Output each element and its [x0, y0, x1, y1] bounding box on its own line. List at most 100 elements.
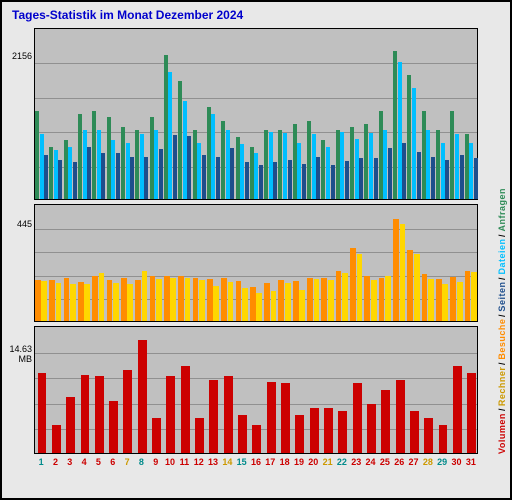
ylabel-top: 2156 — [2, 51, 32, 61]
bar-seiten — [58, 160, 62, 199]
stats-frame: Tages-Statistik im Monat Dezember 2024 2… — [0, 0, 512, 500]
day-label: 23 — [349, 457, 363, 467]
bar-seiten — [44, 155, 48, 199]
bar-volumen — [324, 408, 333, 454]
day-label: 3 — [63, 457, 77, 467]
bar-besuche — [49, 280, 55, 321]
bar-besuche — [393, 219, 399, 321]
bar-besuche — [407, 250, 413, 321]
bar-volumen — [166, 376, 175, 453]
day-label: 27 — [406, 457, 420, 467]
bar-anfragen — [207, 107, 211, 199]
bar-volumen — [66, 397, 75, 453]
bar-dateien — [168, 72, 172, 200]
bar-rechner — [371, 280, 377, 321]
bar-volumen — [439, 425, 448, 453]
chart-title: Tages-Statistik im Monat Dezember 2024 — [12, 8, 243, 22]
bar-dateien — [154, 130, 158, 199]
ylabel-mid: 445 — [2, 219, 32, 229]
bar-anfragen — [450, 111, 454, 199]
bar-anfragen — [92, 111, 96, 199]
bar-seiten — [173, 135, 177, 199]
bar-dateien — [469, 143, 473, 199]
legend-volumen: Volumen — [497, 413, 507, 454]
bar-anfragen — [293, 124, 297, 199]
bar-rechner — [256, 293, 262, 321]
bar-volumen — [181, 366, 190, 454]
bar-anfragen — [321, 140, 325, 199]
bar-rechner — [113, 283, 119, 321]
day-label: 22 — [335, 457, 349, 467]
bar-rechner — [442, 284, 448, 321]
bar-volumen — [310, 408, 319, 454]
bar-rechner — [84, 284, 90, 321]
day-label: 15 — [235, 457, 249, 467]
bar-volumen — [238, 415, 247, 454]
bar-besuche — [307, 278, 313, 321]
panel-bot — [34, 326, 478, 454]
day-label: 25 — [378, 457, 392, 467]
day-label: 21 — [320, 457, 334, 467]
bar-seiten — [374, 158, 378, 199]
ylabel-bot: 14.63 MB — [2, 344, 32, 364]
bar-rechner — [357, 254, 363, 321]
bar-besuche — [178, 276, 184, 321]
bar-volumen — [424, 418, 433, 453]
bar-dateien — [226, 130, 230, 199]
legend-seiten: Seiten — [497, 282, 507, 312]
bar-anfragen — [35, 111, 39, 199]
bar-dateien — [441, 143, 445, 199]
bar-besuche — [250, 287, 256, 321]
legend: Volumen/Rechner/Besuche/Seiten/Dateien/A… — [498, 28, 507, 454]
bar-volumen — [267, 382, 276, 453]
bar-seiten — [245, 162, 249, 199]
bar-dateien — [240, 144, 244, 199]
bar-volumen — [109, 401, 118, 454]
bar-anfragen — [393, 51, 397, 199]
day-label: 2 — [48, 457, 62, 467]
bar-anfragen — [49, 147, 53, 199]
bar-volumen — [195, 418, 204, 453]
bar-anfragen — [278, 130, 282, 199]
bar-dateien — [312, 134, 316, 199]
bar-volumen — [123, 370, 132, 453]
bar-seiten — [216, 157, 220, 199]
bar-besuche — [236, 281, 242, 321]
bar-seiten — [259, 165, 263, 199]
bar-rechner — [242, 288, 248, 321]
bar-dateien — [383, 130, 387, 199]
bar-anfragen — [78, 114, 82, 199]
bar-rechner — [400, 224, 406, 321]
bar-volumen — [467, 373, 476, 454]
bar-volumen — [453, 366, 462, 454]
bar-seiten — [116, 153, 120, 199]
bar-dateien — [269, 132, 273, 199]
bar-besuche — [336, 271, 342, 321]
bar-rechner — [170, 278, 176, 321]
day-label: 7 — [120, 457, 134, 467]
bar-besuche — [107, 280, 113, 321]
bar-volumen — [52, 425, 61, 453]
bar-dateien — [211, 114, 215, 199]
bar-anfragen — [422, 111, 426, 199]
bar-anfragen — [350, 127, 354, 199]
bar-besuche — [35, 280, 41, 321]
day-label: 1 — [34, 457, 48, 467]
bar-rechner — [385, 276, 391, 321]
bar-anfragen — [107, 117, 111, 199]
day-label: 11 — [177, 457, 191, 467]
day-label: 16 — [249, 457, 263, 467]
bar-seiten — [302, 164, 306, 199]
bar-seiten — [345, 161, 349, 199]
bar-anfragen — [121, 127, 125, 199]
bar-dateien — [340, 132, 344, 199]
bar-dateien — [326, 147, 330, 199]
bar-seiten — [316, 157, 320, 199]
bar-anfragen — [178, 81, 182, 199]
bar-dateien — [126, 143, 130, 199]
bar-seiten — [73, 162, 77, 199]
bar-anfragen — [379, 111, 383, 199]
bar-rechner — [156, 279, 162, 321]
bar-volumen — [38, 373, 47, 454]
legend-anfragen: Anfragen — [497, 188, 507, 232]
